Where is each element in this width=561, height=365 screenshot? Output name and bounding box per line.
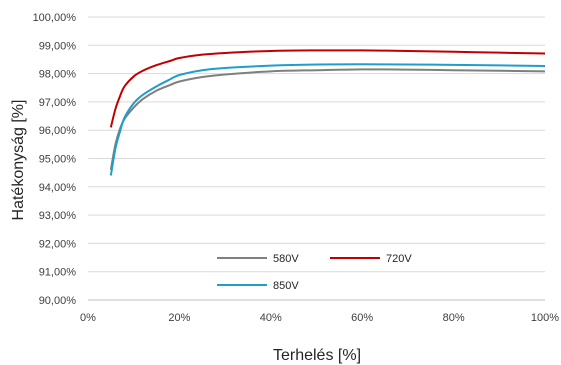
y-tick-label: 93,00% xyxy=(39,210,77,222)
x-tick-label: 60% xyxy=(351,312,373,324)
gridlines xyxy=(88,16,545,301)
y-tick-labels: 90,00% 91,00% 92,00% 93,00% 94,00% 95,00% 96,0… xyxy=(33,12,77,307)
y-tick-label: 91,00% xyxy=(39,267,77,279)
y-tick-label: 99,00% xyxy=(39,40,77,52)
y-tick-label: 92,00% xyxy=(39,238,77,250)
legend-label-850v: 850V xyxy=(273,280,299,292)
x-axis-label: Terhelés [%] xyxy=(273,347,361,364)
y-tick-label: 98,00% xyxy=(39,69,77,81)
x-tick-label: 0% xyxy=(80,312,96,324)
x-tick-label: 80% xyxy=(443,312,465,324)
series-line-720v xyxy=(109,49,546,128)
y-tick-label: 97,00% xyxy=(39,97,77,109)
y-tick-label: 95,00% xyxy=(39,154,77,166)
series-line-580v xyxy=(109,68,546,170)
legend-label-720v: 720V xyxy=(386,253,412,265)
x-tick-label: 20% xyxy=(168,312,190,324)
y-axis-label: Hatékonyság [%] xyxy=(10,100,27,221)
y-tick-label: 90,00% xyxy=(39,295,77,307)
series-lines xyxy=(109,49,546,176)
x-tick-labels: 0% 20% 40% 60% 80% 100% xyxy=(80,312,559,324)
series-line-850v xyxy=(109,63,546,176)
x-tick-label: 100% xyxy=(531,312,559,324)
legend-label-580v: 580V xyxy=(273,253,299,265)
x-tick-label: 40% xyxy=(260,312,282,324)
y-tick-label: 94,00% xyxy=(39,182,77,194)
y-tick-label: 96,00% xyxy=(39,125,77,137)
legend: 580V 720V 850V xyxy=(217,253,412,292)
y-tick-label: 100,00% xyxy=(33,12,77,24)
